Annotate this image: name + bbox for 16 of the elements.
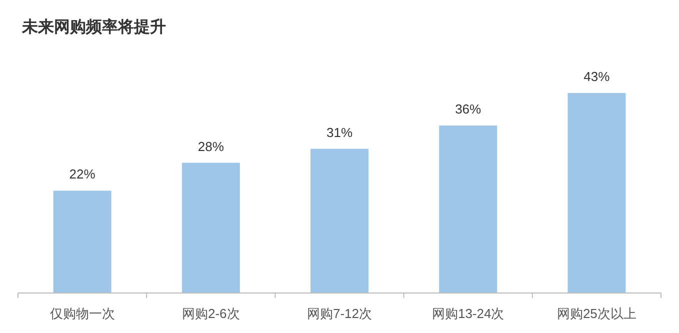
bar	[439, 126, 498, 293]
x-tick-label: 网购25次以上	[556, 306, 636, 321]
x-tick-label: 网购13-24次	[432, 306, 504, 321]
data-label: 31%	[326, 124, 353, 140]
data-label: 36%	[455, 102, 482, 117]
data-label: 22%	[69, 166, 96, 182]
x-tick-label: 网购2-6次	[182, 306, 240, 321]
x-tick-label: 仅购物一次	[50, 306, 115, 321]
bar	[568, 93, 626, 293]
data-label: 43%	[584, 69, 610, 84]
bar	[310, 148, 368, 293]
chart-title: 未来网购频率将提升	[21, 17, 166, 36]
bar	[53, 190, 112, 293]
data-label: 28%	[198, 138, 224, 154]
bar	[182, 162, 240, 293]
x-tick-label: 网购7-12次	[306, 306, 372, 321]
